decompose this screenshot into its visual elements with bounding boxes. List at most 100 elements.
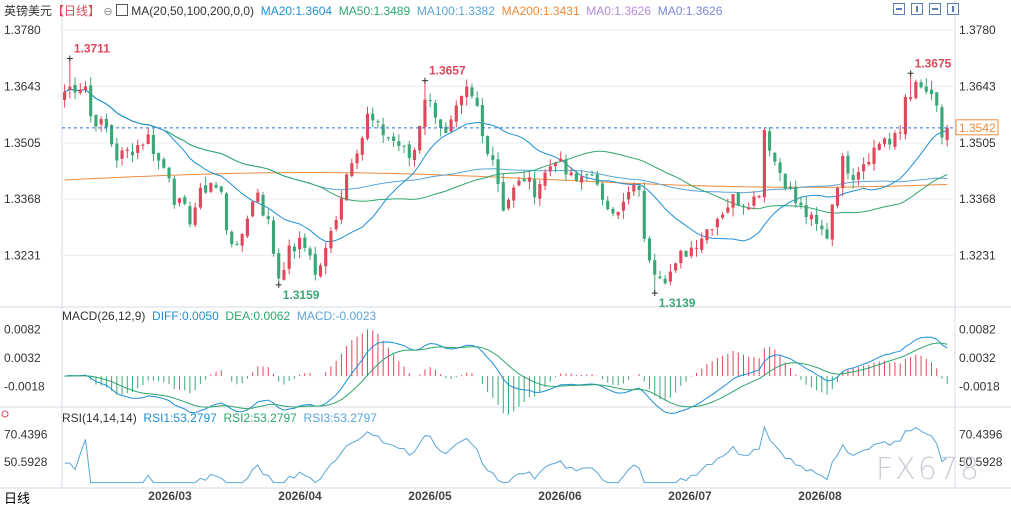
candle-body xyxy=(585,174,589,176)
macd-dea-line xyxy=(64,342,948,410)
candle-body xyxy=(177,198,182,203)
candle-body xyxy=(574,173,578,181)
candle-body xyxy=(78,89,82,93)
macd-tick-right: 0.0032 xyxy=(959,351,996,365)
candle-body xyxy=(130,151,135,156)
watermark: FX678 xyxy=(875,452,981,487)
candle-body xyxy=(888,138,892,145)
macd-tick-right: -0.0018 xyxy=(959,379,1000,393)
candle-body xyxy=(893,133,897,147)
symbol-name: 英镑美元 xyxy=(4,4,53,18)
macd-legend-item: MACD:-0.0023 xyxy=(293,309,380,323)
ma-legend-item: MA0:1.3626 xyxy=(654,4,726,18)
candle-body xyxy=(700,238,704,250)
candle-body xyxy=(162,159,166,168)
candle-body xyxy=(877,143,881,151)
candle-body xyxy=(679,250,683,264)
candle-body xyxy=(773,152,777,162)
settings-button[interactable] xyxy=(947,3,959,15)
period-button[interactable]: 日线 xyxy=(4,491,31,506)
candle-body xyxy=(501,182,505,211)
gear-icon[interactable]: ⊖ xyxy=(103,6,113,18)
candle-body xyxy=(924,86,928,92)
ma-legend-item: MA100:1.3382 xyxy=(413,4,499,18)
candle-body xyxy=(600,183,605,200)
candle-body xyxy=(449,119,453,132)
candle-body xyxy=(371,113,375,121)
candle-body xyxy=(647,238,652,261)
x-tick-label: 2026/05 xyxy=(408,489,452,503)
ma-legend-items: MA20:1.3604 MA50:1.3489 MA100:1.3382 MA2… xyxy=(257,4,725,18)
candle-body xyxy=(616,211,620,216)
zoom-out-button[interactable] xyxy=(893,3,905,15)
ma-label: MA(20,50,100,200,0,0) xyxy=(131,4,255,18)
candle-body xyxy=(783,173,787,190)
candle-body xyxy=(522,179,526,182)
extreme-label: 1.3675 xyxy=(915,56,952,70)
ma-legend-item: MA50:1.3489 xyxy=(335,4,414,18)
candle-body xyxy=(914,81,918,99)
candle-body xyxy=(872,147,876,165)
candle-body xyxy=(465,86,469,97)
candle-body xyxy=(663,278,667,284)
x-tick-label: 2026/03 xyxy=(148,489,192,503)
candle-body xyxy=(198,187,202,208)
collapse-button[interactable] xyxy=(929,3,941,15)
candle-body xyxy=(862,164,866,172)
candle-body xyxy=(193,207,197,225)
rsi-tick-left: 50.5928 xyxy=(4,455,48,469)
candle-body xyxy=(705,229,709,241)
candle-body xyxy=(741,205,746,208)
candle-body xyxy=(715,218,719,228)
rsi-tick-right: 50.5928 xyxy=(959,455,1003,469)
candle-body xyxy=(245,218,249,237)
candle-body xyxy=(381,124,385,136)
candle-body xyxy=(919,82,923,88)
candle-body xyxy=(731,194,735,208)
zoom-in-button[interactable] xyxy=(911,3,923,15)
candle-body xyxy=(313,253,317,275)
candle-body xyxy=(261,194,265,216)
candle-body xyxy=(653,260,657,275)
candle-body xyxy=(856,172,860,180)
candle-body xyxy=(929,89,934,95)
candle-body xyxy=(809,214,813,220)
candle-body xyxy=(392,136,396,142)
ma-settings-icon[interactable] xyxy=(115,4,128,16)
candle-body xyxy=(825,229,829,239)
ma50-line xyxy=(64,88,948,214)
candle-body xyxy=(867,162,871,165)
candle-body xyxy=(945,127,949,140)
price-tick-left: 1.3505 xyxy=(4,136,41,150)
candle-body xyxy=(418,125,422,151)
candle-body xyxy=(480,104,484,137)
candle-body xyxy=(292,246,296,252)
candle-body xyxy=(350,163,354,177)
candle-body xyxy=(146,134,150,144)
rsi-legend-item: RSI3:53.2797 xyxy=(300,411,381,425)
candle-body xyxy=(553,163,558,166)
candle-body xyxy=(188,206,192,225)
candle-body xyxy=(240,234,244,246)
candle-body xyxy=(83,86,88,90)
macd-tick-left: -0.0018 xyxy=(4,379,45,393)
price-tick-right: 1.3780 xyxy=(959,23,996,37)
candle-body xyxy=(470,87,474,97)
candle-body xyxy=(365,113,370,139)
macd-diff-line xyxy=(64,336,948,414)
candle-body xyxy=(815,214,819,224)
candle-body xyxy=(642,190,646,239)
candle-body xyxy=(224,193,229,231)
candle-body xyxy=(386,137,390,139)
status-dot-icon xyxy=(1,410,9,418)
candle-body xyxy=(726,207,730,213)
candle-body xyxy=(903,96,907,135)
candle-body xyxy=(423,99,427,128)
candle-body xyxy=(214,184,218,188)
candle-body xyxy=(590,174,594,176)
x-tick-label: 2026/07 xyxy=(668,489,712,503)
candle-body xyxy=(172,178,176,205)
rsi-legend-item: RSI1:53.2797 xyxy=(140,411,221,425)
candle-body xyxy=(412,150,417,160)
